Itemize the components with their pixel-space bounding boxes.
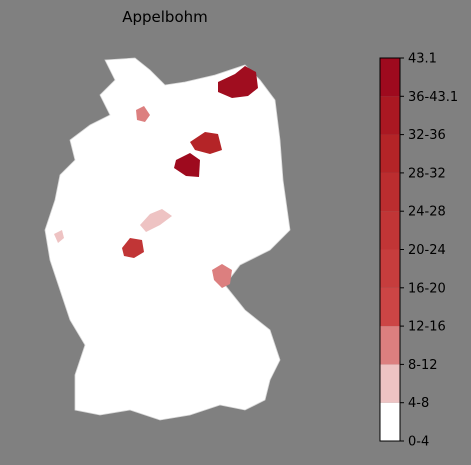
colorbar-label: 4-8 bbox=[408, 396, 429, 411]
colorbar-label: 8-12 bbox=[408, 358, 438, 373]
colorbar-label: 43.1 bbox=[408, 52, 437, 67]
region bbox=[190, 132, 222, 154]
colorbar-segment bbox=[380, 326, 400, 365]
colorbar-label: 16-20 bbox=[408, 281, 446, 296]
colorbar-label: 28-32 bbox=[408, 166, 446, 181]
colorbar-segment bbox=[380, 364, 400, 403]
colorbar-frame bbox=[379, 57, 401, 442]
map-title: Appelbohm bbox=[122, 8, 208, 26]
country-outline bbox=[44, 57, 291, 421]
region bbox=[212, 264, 232, 288]
region bbox=[218, 66, 258, 98]
region bbox=[140, 209, 172, 232]
colorbar-label: 24-28 bbox=[408, 205, 446, 220]
colorbar-label: 0-4 bbox=[408, 435, 429, 450]
colorbar-label: 32-36 bbox=[408, 128, 446, 143]
germany-map bbox=[44, 57, 291, 421]
colorbar-segment bbox=[380, 134, 400, 173]
colorbar-segment bbox=[380, 58, 400, 97]
region bbox=[136, 106, 150, 122]
colorbar-label: 20-24 bbox=[408, 243, 446, 258]
region bbox=[174, 153, 200, 177]
colorbar-label: 36-43.1 bbox=[408, 90, 458, 105]
region bbox=[54, 230, 64, 243]
colorbar: 0-4 4-8 8-12 12-16 16-20 20-24 24-28 28-32 32-36… bbox=[380, 52, 458, 450]
colorbar-label: 12-16 bbox=[408, 320, 446, 335]
colorbar-segment bbox=[380, 402, 400, 441]
colorbar-segment bbox=[380, 96, 400, 135]
colorbar-segment bbox=[380, 172, 400, 212]
colorbar-segment bbox=[380, 211, 400, 250]
colorbar-segment bbox=[380, 249, 400, 288]
region bbox=[122, 238, 144, 258]
colorbar-segment bbox=[380, 287, 400, 327]
